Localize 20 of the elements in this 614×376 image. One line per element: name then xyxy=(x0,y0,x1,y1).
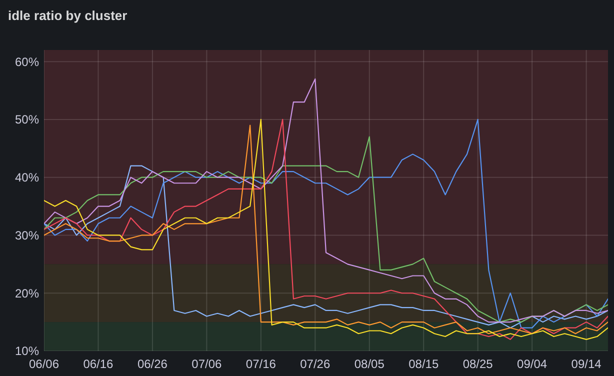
y-tick-label: 50% xyxy=(14,112,40,127)
x-tick-label: 08/25 xyxy=(462,357,494,371)
y-tick-label: 20% xyxy=(14,286,40,300)
y-tick-label: 40% xyxy=(14,170,40,185)
y-tick-label: 30% xyxy=(14,228,40,242)
x-tick-label: 06/06 xyxy=(28,357,60,371)
y-tick-label: 60% xyxy=(14,54,40,69)
x-tick-label: 08/05 xyxy=(354,357,385,371)
x-tick-label: 07/26 xyxy=(300,357,330,371)
x-tick-label: 07/06 xyxy=(192,357,222,371)
line-series xyxy=(44,78,608,323)
x-tick-label: 09/14 xyxy=(571,357,602,371)
x-tick-label: 07/16 xyxy=(246,357,276,371)
chart-title: idle ratio by cluster xyxy=(8,8,128,23)
x-tick-label: 08/15 xyxy=(408,357,439,371)
x-tick-label: 06/26 xyxy=(137,357,168,371)
line-series xyxy=(44,165,608,328)
x-tick-label: 06/16 xyxy=(83,357,114,371)
x-tick-label: 09/04 xyxy=(517,357,548,371)
y-tick-label: 10% xyxy=(14,344,40,358)
